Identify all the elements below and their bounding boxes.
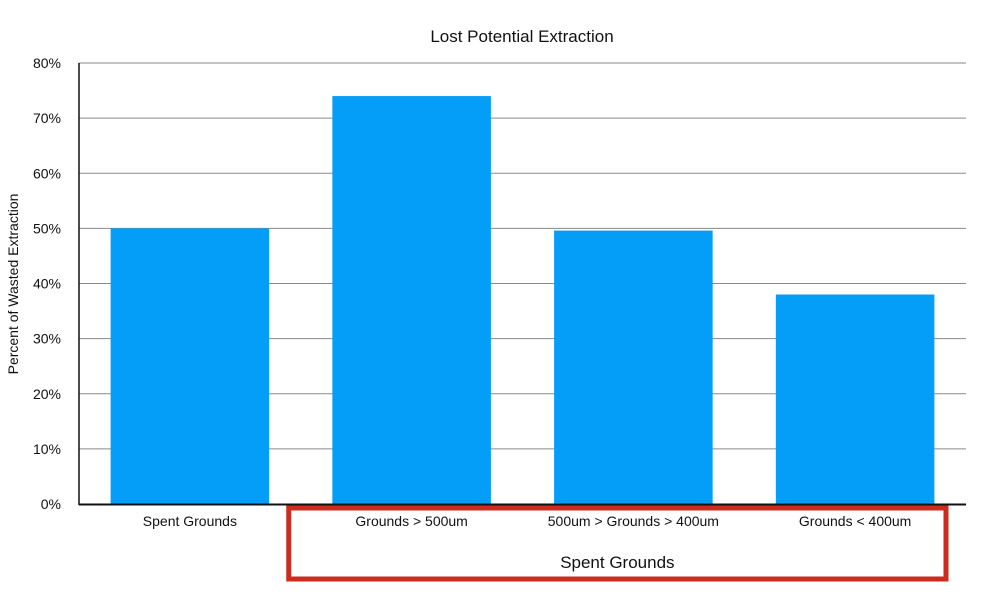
bar: [110, 228, 270, 504]
highlight-box: [286, 505, 949, 582]
y-tick-label: 60%: [33, 165, 61, 181]
x-tick-label: Grounds < 400um: [799, 513, 911, 529]
group-label: Spent Grounds: [560, 553, 674, 572]
y-tick-label: 50%: [33, 220, 61, 236]
y-tick-label: 10%: [33, 441, 61, 457]
y-axis-label: Percent of Wasted Extraction: [5, 194, 21, 375]
y-tick-label: 40%: [33, 276, 61, 292]
x-axis-ticks: Spent Grounds Grounds > 500um 500um > Grou…: [143, 513, 912, 529]
y-axis-ticks: 0% 10% 20% 30% 40% 50% 60% 70% 80%: [33, 55, 61, 512]
y-tick-label: 20%: [33, 386, 61, 402]
bar: [775, 294, 935, 504]
x-tick-label: 500um > Grounds > 400um: [548, 513, 719, 529]
x-tick-label: Spent Grounds: [143, 513, 237, 529]
bar: [332, 96, 491, 504]
y-tick-label: 30%: [33, 331, 61, 347]
y-tick-label: 70%: [33, 110, 61, 126]
x-tick-label: Grounds > 500um: [355, 513, 467, 529]
y-tick-label: 80%: [33, 55, 61, 71]
annotations: Spent Grounds: [286, 505, 949, 582]
chart-title: Lost Potential Extraction: [430, 27, 613, 46]
y-tick-label: 0%: [41, 496, 61, 512]
bar: [554, 230, 713, 504]
bars: [110, 96, 935, 504]
